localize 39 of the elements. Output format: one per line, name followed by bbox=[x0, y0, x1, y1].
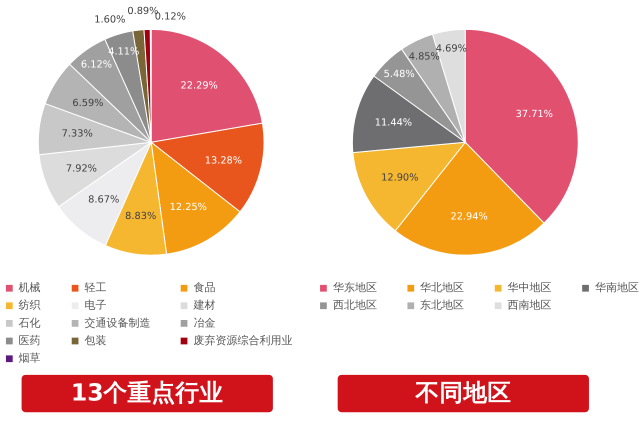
data-label: 8.83% bbox=[125, 210, 156, 222]
legend-label: 西南地区 bbox=[507, 298, 552, 312]
data-label: 11.44% bbox=[374, 118, 412, 129]
legend-label: 烟草 bbox=[18, 352, 41, 365]
data-label: 22.94% bbox=[450, 212, 488, 223]
data-label: 7.92% bbox=[66, 163, 97, 174]
data-label: 1.60% bbox=[94, 14, 126, 26]
legend-label: 医药 bbox=[18, 334, 41, 347]
legend-label: 交通设备制造 bbox=[84, 316, 150, 330]
data-label: 22.29% bbox=[180, 80, 218, 92]
data-label: 4.85% bbox=[408, 52, 440, 63]
legend-label: 西北地区 bbox=[332, 298, 377, 312]
data-label: 5.48% bbox=[384, 69, 415, 80]
data-label: 6.59% bbox=[72, 98, 104, 109]
legend-label: 废弃资源综合利用业 bbox=[193, 334, 292, 347]
legend-label: 建材 bbox=[192, 298, 216, 312]
data-label: 0.12% bbox=[154, 12, 186, 23]
data-label: 6.12% bbox=[80, 60, 112, 71]
legend-label: 冶金 bbox=[193, 316, 216, 330]
legend-label: 轻工 bbox=[84, 281, 106, 294]
data-label: 37.71% bbox=[516, 109, 553, 120]
data-label: 7.33% bbox=[62, 128, 93, 140]
legend-label: 电子 bbox=[84, 298, 106, 312]
text: 不同地区 bbox=[414, 378, 512, 406]
legend-label: 东北地区 bbox=[420, 298, 464, 312]
data-label: 8.67% bbox=[88, 194, 120, 206]
data-label: 13.28% bbox=[204, 155, 242, 166]
legend-label: 石化 bbox=[18, 316, 41, 330]
data-label: 12.25% bbox=[170, 202, 207, 213]
legend-label: 机械 bbox=[18, 281, 41, 294]
legend-label: 食品 bbox=[193, 281, 216, 294]
legend-label: 华北地区 bbox=[420, 281, 464, 294]
legend-label: 华南地区 bbox=[594, 281, 639, 294]
data-label: 12.90% bbox=[381, 172, 418, 184]
legend-label: 纺织 bbox=[18, 298, 41, 312]
legend-label: 华中地区 bbox=[507, 281, 552, 294]
text: 13个重点行业 bbox=[70, 378, 224, 406]
legend-label: 包装 bbox=[84, 334, 106, 347]
legend-label: 华东地区 bbox=[332, 281, 377, 294]
